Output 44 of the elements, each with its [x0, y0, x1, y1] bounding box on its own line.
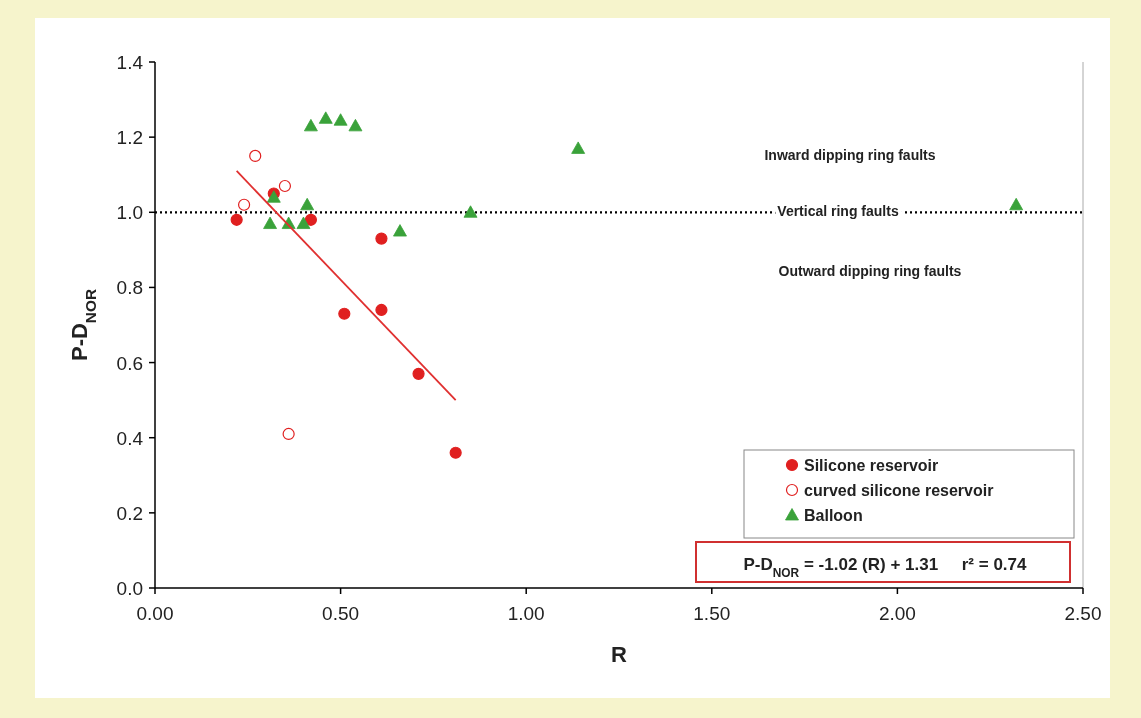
- point: [333, 113, 348, 126]
- point: [318, 111, 333, 124]
- point: [375, 232, 388, 245]
- y-tick-label: 0.2: [116, 502, 143, 524]
- x-tick-label: 2.00: [878, 603, 916, 624]
- point: [375, 303, 388, 317]
- y-tick-label: 1.0: [116, 202, 143, 224]
- point: [296, 216, 311, 229]
- annotation: Inward dipping ring faults: [764, 147, 936, 163]
- point: [249, 149, 262, 163]
- x-tick-label: 2.50: [1064, 603, 1102, 624]
- point: [282, 427, 295, 441]
- y-tick-label: 1.2: [116, 127, 143, 149]
- point: [304, 118, 318, 132]
- x-tick-label: 0.00: [136, 603, 174, 624]
- point: [463, 205, 478, 218]
- y-tick-label: 1.4: [116, 52, 144, 73]
- point: [237, 198, 251, 211]
- y-tick-label: 0.4: [116, 427, 144, 449]
- point: [449, 446, 462, 459]
- y-tick-label: 0.6: [116, 352, 143, 374]
- annotation: P-D$_{NOR}$ = -1.02 (R) + 1.31 r² = 0.74: [743, 555, 1028, 580]
- point: [393, 224, 407, 237]
- point: [338, 307, 351, 320]
- point: [300, 197, 315, 211]
- y-tick-label: 0.8: [116, 277, 143, 299]
- point: [263, 216, 277, 229]
- point: [571, 141, 586, 154]
- point: [304, 213, 317, 226]
- legend-label: Balloon: [804, 507, 863, 524]
- x-axis-title: R: [611, 642, 628, 667]
- point: [412, 367, 425, 380]
- point: [1009, 197, 1024, 211]
- x-tick-label: 1.00: [507, 603, 545, 624]
- point: [278, 179, 292, 193]
- legend-label: curved silicone reservoir: [804, 482, 994, 499]
- point: [348, 118, 363, 132]
- x-tick-label: 1.50: [693, 603, 731, 624]
- point: [230, 213, 243, 226]
- ref-line-label: Vertical ring faults: [777, 203, 899, 220]
- legend-label: Silicone reservoir: [804, 457, 939, 474]
- annotation: Outward dipping ring faults: [778, 263, 962, 279]
- y-tick-label: 0.0: [116, 578, 143, 599]
- x-tick-label: 0.50: [322, 603, 360, 624]
